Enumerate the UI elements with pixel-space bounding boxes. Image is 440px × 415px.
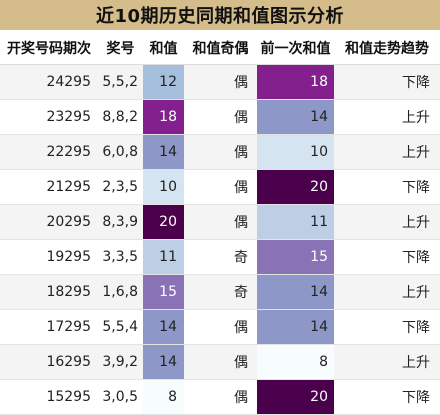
trend-cell: 下降 bbox=[334, 239, 440, 275]
issue-cell: 19295 bbox=[0, 239, 98, 275]
issue-cell: 17295 bbox=[0, 309, 98, 345]
prev-sum-cell: 20 bbox=[257, 379, 334, 415]
sum-cell: 18 bbox=[143, 99, 184, 135]
parity-cell: 奇 bbox=[184, 274, 257, 310]
table-row: 24295 5,5,2 12 偶 18 下降 bbox=[0, 64, 440, 100]
prev-sum-cell: 15 bbox=[257, 239, 334, 275]
numbers-cell: 3,9,2 bbox=[98, 344, 143, 380]
table-row: 15295 3,0,5 8 偶 20 下降 bbox=[0, 379, 440, 415]
header-sum: 和值 bbox=[143, 31, 184, 65]
trend-cell: 上升 bbox=[334, 99, 440, 135]
table-row: 23295 8,8,2 18 偶 14 上升 bbox=[0, 99, 440, 135]
parity-cell: 偶 bbox=[184, 169, 257, 205]
sum-cell: 12 bbox=[143, 64, 184, 100]
prev-sum-cell: 20 bbox=[257, 169, 334, 205]
trend-cell: 上升 bbox=[334, 344, 440, 380]
trend-cell: 下降 bbox=[334, 379, 440, 415]
parity-cell: 偶 bbox=[184, 204, 257, 240]
table-row: 22295 6,0,8 14 偶 10 上升 bbox=[0, 134, 440, 170]
header-numbers: 奖号 bbox=[98, 31, 143, 65]
sum-cell: 20 bbox=[143, 204, 184, 240]
table-title: 近10期历史同期和值图示分析 bbox=[0, 0, 440, 31]
parity-cell: 偶 bbox=[184, 64, 257, 100]
issue-cell: 16295 bbox=[0, 344, 98, 380]
trend-cell: 上升 bbox=[334, 134, 440, 170]
table-row: 20295 8,3,9 20 偶 11 上升 bbox=[0, 204, 440, 240]
sum-cell: 14 bbox=[143, 309, 184, 345]
parity-cell: 偶 bbox=[184, 309, 257, 345]
numbers-cell: 1,6,8 bbox=[98, 274, 143, 310]
issue-cell: 21295 bbox=[0, 169, 98, 205]
table-row: 16295 3,9,2 14 偶 8 上升 bbox=[0, 344, 440, 380]
parity-cell: 偶 bbox=[184, 344, 257, 380]
sum-cell: 15 bbox=[143, 274, 184, 310]
issue-cell: 24295 bbox=[0, 64, 98, 100]
numbers-cell: 3,0,5 bbox=[98, 379, 143, 415]
trend-cell: 上升 bbox=[334, 204, 440, 240]
sum-cell: 14 bbox=[143, 344, 184, 380]
header-trend: 和值走势趋势 bbox=[334, 31, 440, 65]
prev-sum-cell: 8 bbox=[257, 344, 334, 380]
sum-cell: 8 bbox=[143, 379, 184, 415]
issue-cell: 15295 bbox=[0, 379, 98, 415]
parity-cell: 偶 bbox=[184, 379, 257, 415]
prev-sum-cell: 14 bbox=[257, 309, 334, 345]
parity-cell: 偶 bbox=[184, 134, 257, 170]
header-row: 开奖号码期次 奖号 和值 和值奇偶 前一次和值 和值走势趋势 bbox=[0, 31, 440, 65]
prev-sum-cell: 18 bbox=[257, 64, 334, 100]
numbers-cell: 5,5,2 bbox=[98, 64, 143, 100]
table-row: 17295 5,5,4 14 偶 14 下降 bbox=[0, 309, 440, 345]
sum-cell: 11 bbox=[143, 239, 184, 275]
sum-analysis-table: 开奖号码期次 奖号 和值 和值奇偶 前一次和值 和值走势趋势 24295 5,5,… bbox=[0, 31, 440, 415]
prev-sum-cell: 10 bbox=[257, 134, 334, 170]
header-parity: 和值奇偶 bbox=[184, 31, 257, 65]
header-issue: 开奖号码期次 bbox=[0, 31, 98, 65]
trend-cell: 下降 bbox=[334, 309, 440, 345]
prev-sum-cell: 14 bbox=[257, 99, 334, 135]
issue-cell: 22295 bbox=[0, 134, 98, 170]
numbers-cell: 8,3,9 bbox=[98, 204, 143, 240]
numbers-cell: 6,0,8 bbox=[98, 134, 143, 170]
issue-cell: 23295 bbox=[0, 99, 98, 135]
numbers-cell: 2,3,5 bbox=[98, 169, 143, 205]
trend-cell: 下降 bbox=[334, 64, 440, 100]
numbers-cell: 5,5,4 bbox=[98, 309, 143, 345]
trend-cell: 上升 bbox=[334, 274, 440, 310]
issue-cell: 20295 bbox=[0, 204, 98, 240]
parity-cell: 偶 bbox=[184, 99, 257, 135]
prev-sum-cell: 11 bbox=[257, 204, 334, 240]
trend-cell: 下降 bbox=[334, 169, 440, 205]
sum-cell: 14 bbox=[143, 134, 184, 170]
issue-cell: 18295 bbox=[0, 274, 98, 310]
prev-sum-cell: 14 bbox=[257, 274, 334, 310]
table-row: 19295 3,3,5 11 奇 15 下降 bbox=[0, 239, 440, 275]
table-row: 18295 1,6,8 15 奇 14 上升 bbox=[0, 274, 440, 310]
header-prev-sum: 前一次和值 bbox=[257, 31, 334, 65]
numbers-cell: 8,8,2 bbox=[98, 99, 143, 135]
sum-cell: 10 bbox=[143, 169, 184, 205]
numbers-cell: 3,3,5 bbox=[98, 239, 143, 275]
parity-cell: 奇 bbox=[184, 239, 257, 275]
table-row: 21295 2,3,5 10 偶 20 下降 bbox=[0, 169, 440, 205]
